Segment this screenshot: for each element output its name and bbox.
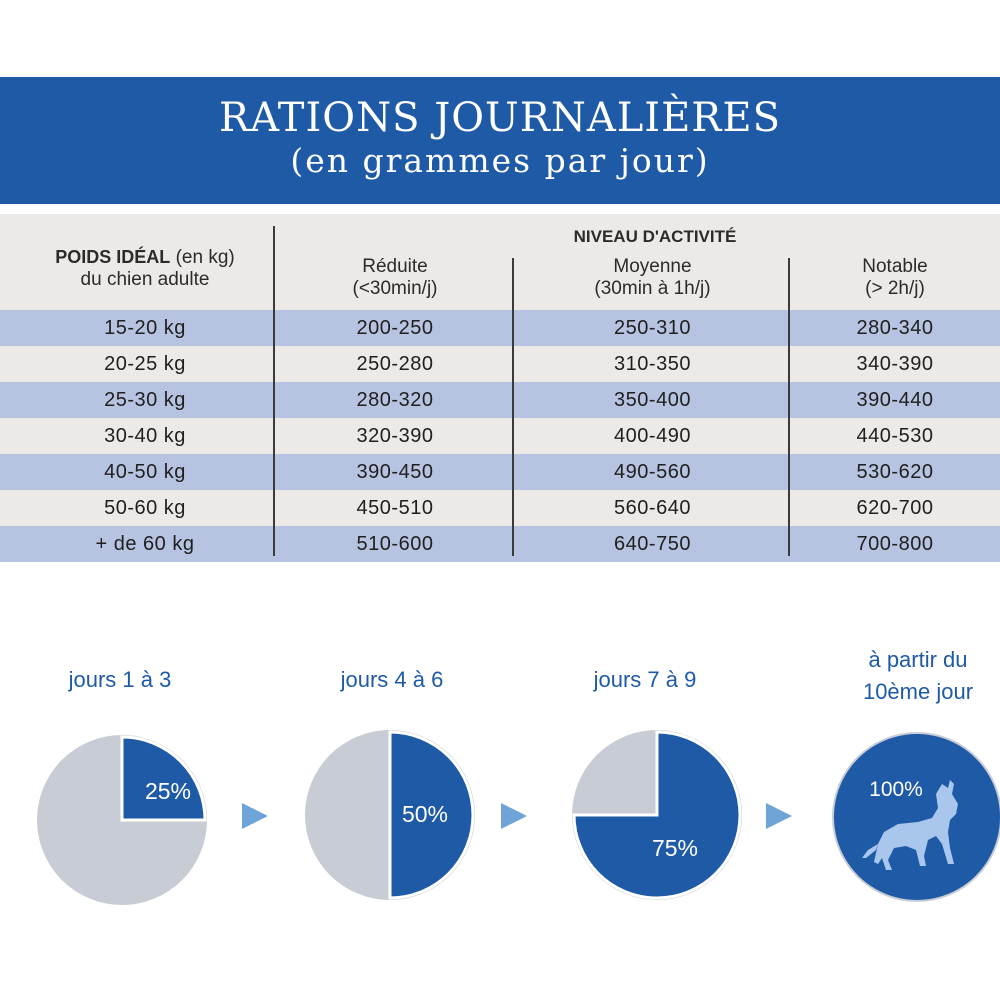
title-banner: RATIONS JOURNALIÈRES (en grammes par jou… [0,77,1000,204]
table-row: 40-50 kg 390-450 490-560 530-620 [0,454,1000,490]
page-subtitle: (en grammes par jour) [290,141,710,180]
weight-header-line2: du chien adulte [80,269,210,290]
notable-header-sub: (> 2h/j) [865,278,925,299]
medium-cell: 560-640 [614,497,691,519]
weight-cell: 30-40 kg [104,425,186,447]
weight-header-label: POIDS IDÉAL [55,247,171,267]
column-divider [273,226,275,556]
notable-cell: 340-390 [856,353,934,375]
reduced-cell: 200-250 [356,317,434,339]
table-row: 25-30 kg 280-320 350-400 390-440 [0,382,1000,418]
howling-dog-icon [862,780,958,870]
reduced-header-label: Réduite [362,256,428,277]
pie-new-food [572,730,742,900]
pie-step-3: 75% [572,730,742,900]
table-row: 15-20 kg 200-250 250-310 280-340 [0,310,1000,346]
arrow-right-icon [242,803,268,829]
pie-percent-label: 25% [145,778,191,804]
table-row: 20-25 kg 250-280 310-350 340-390 [0,346,1000,382]
medium-cell: 640-750 [614,533,691,555]
step-label-4: à partir du 10ème jour [818,644,1000,708]
weight-cell: 20-25 kg [104,353,186,375]
pie-new-food [120,735,207,822]
reduced-header-sub: (<30min/j) [352,278,438,299]
medium-cell: 490-560 [614,461,691,483]
table-row: 30-40 kg 320-390 400-490 440-530 [0,418,1000,454]
notable-cell: 530-620 [856,461,934,483]
table-row: 50-60 kg 450-510 560-640 620-700 [0,490,1000,526]
page-title: RATIONS JOURNALIÈRES [218,95,782,141]
reduced-cell: 250-280 [356,353,434,375]
notable-cell: 390-440 [856,389,934,411]
step-label-1: jours 1 à 3 [68,667,172,692]
step-label-4-line1: à partir du [868,647,968,672]
medium-column-header: Moyenne (30min à 1h/j) [515,256,790,300]
arrow-right-icon [501,803,527,829]
pie-percent-label: 50% [402,801,448,827]
pie-new-food [388,730,475,900]
pie-percent-label: 100% [869,778,923,801]
notable-cell: 440-530 [856,425,934,447]
weight-column-header: POIDS IDÉAL (en kg) du chien adulte [20,246,270,291]
medium-header-label: Moyenne [613,256,692,277]
notable-cell: 700-800 [856,533,934,555]
medium-cell: 400-490 [614,425,691,447]
pie-step-2: 50% [305,730,475,900]
notable-cell: 620-700 [856,497,934,519]
notable-header-label: Notable [862,256,928,277]
weight-cell: 50-60 kg [104,497,186,519]
step-label-2: jours 4 à 6 [340,667,444,692]
weight-header-unit: (en kg) [175,247,235,268]
weight-cell: 40-50 kg [104,461,186,483]
medium-cell: 310-350 [614,353,691,375]
medium-cell: 350-400 [614,389,691,411]
arrow-right-icon [766,803,792,829]
pie-new-food [833,734,1000,900]
reduced-cell: 510-600 [356,533,434,555]
reduced-column-header: Réduite (<30min/j) [275,256,515,300]
weight-cell: 15-20 kg [104,317,186,339]
weight-cell: 25-30 kg [104,389,186,411]
step-label-4-line2: 10ème jour [862,679,974,704]
activity-group-header: NIVEAU D'ACTIVITÉ [573,227,737,246]
pie-percent-label: 75% [652,835,698,861]
step-label-3: jours 7 à 9 [593,667,697,692]
pie-step-1: 25% [37,735,207,905]
reduced-cell: 280-320 [356,389,434,411]
reduced-cell: 390-450 [356,461,434,483]
medium-cell: 250-310 [614,317,691,339]
weight-cell: + de 60 kg [95,533,195,555]
notable-column-header: Notable (> 2h/j) [790,256,1000,300]
reduced-cell: 450-510 [356,497,434,519]
column-divider [512,258,514,556]
reduced-cell: 320-390 [356,425,434,447]
table-row: + de 60 kg 510-600 640-750 700-800 [0,526,1000,562]
medium-header-sub: (30min à 1h/j) [594,278,711,299]
notable-cell: 280-340 [856,317,934,339]
pie-step-4: 100% [832,732,1000,902]
column-divider [788,258,790,556]
